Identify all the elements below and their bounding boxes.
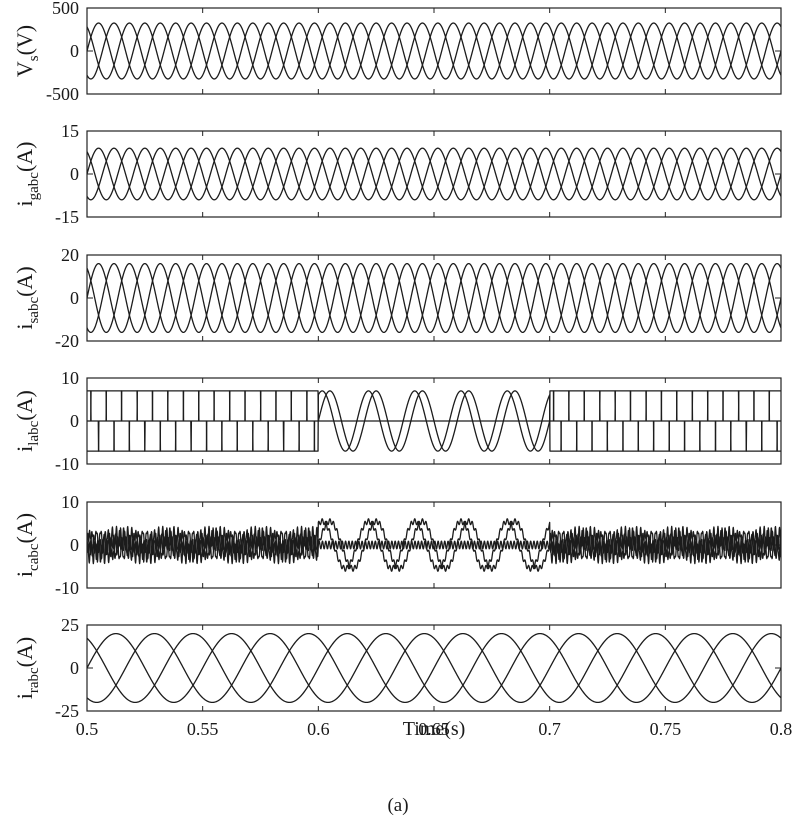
panel-6: 25 0 -25 irabc(A) <box>12 615 782 721</box>
y-axis-label-subscript: sabc <box>26 297 42 324</box>
y-tick-label: 500 <box>52 0 79 18</box>
x-tick-label: 0.8 <box>770 719 793 739</box>
y-tick-label: -15 <box>55 207 79 227</box>
y-axis-label-subscript: s <box>26 55 42 61</box>
y-tick-label: 0 <box>70 535 79 555</box>
y-axis-label: icabc(A) <box>12 513 42 577</box>
series-line-phase-3 <box>87 22 781 80</box>
y-axis-label-main: i <box>12 571 37 577</box>
plot-frame <box>86 377 782 465</box>
y-tick-label: -10 <box>55 454 79 474</box>
y-axis-label: isabc(A) <box>12 266 42 329</box>
plot-frame <box>86 130 782 218</box>
x-axis: 0.5 0.55 0.6 0.65 0.7 0.75 0.8 <box>76 719 793 739</box>
y-tick-label: 20 <box>61 245 79 265</box>
panels: 5000-500Vs(V)150-15igabc(A)200-20isabc(A… <box>12 0 782 721</box>
panel-3: 20 0 -20 isabc(A) <box>12 245 782 351</box>
y-axis-label-main: i <box>12 693 37 699</box>
y-axis-label-main: i <box>12 446 37 452</box>
series-line-phase-2 <box>87 22 781 80</box>
y-axis-label-unit: (A) <box>12 390 37 421</box>
plot-frame <box>86 254 782 342</box>
y-axis-label: ilabc(A) <box>12 390 42 452</box>
panel-5: 10 0 -10 icabc(A) <box>12 492 782 598</box>
y-tick-label: -10 <box>55 578 79 598</box>
y-axis-label-subscript: labc <box>26 420 42 445</box>
plot-frame <box>86 501 782 589</box>
y-axis-label: Vs(V) <box>12 25 42 77</box>
series-line-phase-3 <box>87 390 781 452</box>
y-axis-label-subscript: cabc <box>26 543 42 571</box>
y-axis-label: irabc(A) <box>12 637 42 699</box>
panel-2: 15 0 -15 igabc(A) <box>12 121 782 227</box>
y-tick-label: 0 <box>70 411 79 431</box>
y-tick-label: 0 <box>70 41 79 61</box>
plot-frame <box>86 7 782 95</box>
series-line-phase-1 <box>87 632 781 704</box>
y-axis-label-unit: (A) <box>12 637 37 668</box>
traces <box>87 390 781 452</box>
figure-caption: (a) <box>387 795 408 816</box>
series-line-phase-3 <box>87 525 781 565</box>
series-line-phase-1 <box>87 262 781 334</box>
y-axis-label-unit: (A) <box>12 266 37 297</box>
traces <box>87 518 781 572</box>
traces <box>87 22 781 80</box>
y-axis-label-unit: (A) <box>12 513 37 544</box>
x-tick-label: 0.75 <box>650 719 682 739</box>
y-tick-label: 10 <box>61 492 79 512</box>
y-tick-label: -25 <box>55 701 79 721</box>
plot-frame <box>86 624 782 712</box>
series-line-phase-3 <box>87 632 781 704</box>
y-axis-label-unit: (A) <box>12 142 37 173</box>
y-tick-label: 15 <box>61 121 79 141</box>
series-line-phase-1 <box>87 147 781 201</box>
y-axis-label-main: i <box>12 324 37 330</box>
series-line-phase-3 <box>87 262 781 334</box>
y-axis-label: igabc(A) <box>12 142 42 207</box>
series-line-phase-2 <box>87 262 781 334</box>
y-tick-label: 0 <box>70 164 79 184</box>
traces <box>87 632 781 704</box>
y-tick-label: -20 <box>55 331 79 351</box>
y-tick-label: 25 <box>61 615 79 635</box>
x-tick-label: 0.7 <box>538 719 561 739</box>
panel-4: 10 0 -10 ilabc(A) <box>12 368 782 474</box>
y-axis-label-unit: (V) <box>12 25 37 56</box>
traces <box>87 262 781 334</box>
series-line-phase-2 <box>87 632 781 704</box>
series-line-phase-2 <box>87 390 781 452</box>
x-tick-label: 0.5 <box>76 719 99 739</box>
x-tick-label: 0.55 <box>187 719 219 739</box>
series-line-phase-3 <box>87 147 781 201</box>
y-tick-label: -500 <box>46 84 79 104</box>
y-tick-label: 0 <box>70 288 79 308</box>
x-tick-label: 0.65 <box>418 719 450 739</box>
y-axis-label-subscript: gabc <box>26 172 42 201</box>
x-tick-label: 0.6 <box>307 719 330 739</box>
traces <box>87 147 781 201</box>
x-axis-label: Time(s) <box>403 718 466 740</box>
y-axis-label-main: i <box>12 200 37 206</box>
series-line-phase-1 <box>87 22 781 80</box>
y-axis-label-main: V <box>12 61 37 77</box>
y-tick-label: 10 <box>61 368 79 388</box>
y-axis-label-subscript: rabc <box>26 667 42 693</box>
series-line-phase-2 <box>87 147 781 201</box>
y-tick-label: 0 <box>70 658 79 678</box>
